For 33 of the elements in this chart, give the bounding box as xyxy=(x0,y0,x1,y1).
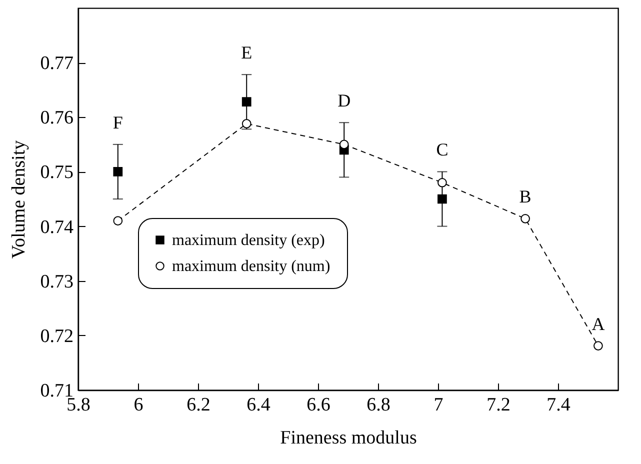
point xyxy=(438,178,447,188)
y-tick-label: 0.72 xyxy=(40,326,74,347)
y-tick-label: 0.77 xyxy=(40,53,74,74)
point xyxy=(242,119,252,128)
x-tick-label: 6.4 xyxy=(246,394,271,416)
x-tick-label: 6.2 xyxy=(186,394,210,416)
y-tick-label: 0.73 xyxy=(40,271,74,292)
legend-label: maximum density (exp) xyxy=(172,232,325,249)
point xyxy=(438,194,447,204)
point xyxy=(594,341,603,350)
point xyxy=(113,167,123,176)
point xyxy=(339,140,349,150)
y-tick-label: 0.74 xyxy=(40,216,74,238)
x-tick-label: 7.2 xyxy=(486,394,510,416)
point xyxy=(242,97,252,107)
x-tick-label: 6 xyxy=(134,394,144,416)
y-tick-label: 0.75 xyxy=(40,162,74,184)
point xyxy=(113,216,123,226)
annotation: D xyxy=(338,90,351,111)
y-tick-label: 0.76 xyxy=(40,108,74,129)
x-axis-title: Fineness modulus xyxy=(280,428,417,448)
annotation: C xyxy=(436,140,448,160)
x-tick-label: 7 xyxy=(434,394,444,416)
x-tick-label: 6.8 xyxy=(366,394,390,416)
legend-label: maximum density (num) xyxy=(172,258,330,275)
annotation: B xyxy=(519,186,532,207)
annotation: F xyxy=(112,112,123,132)
annotation: E xyxy=(241,42,252,63)
y-axis-title: Volume density xyxy=(8,140,30,259)
x-tick-label: 6.6 xyxy=(306,394,330,416)
point xyxy=(520,214,530,224)
annotation: A xyxy=(592,314,605,334)
x-tick-label: 7.4 xyxy=(546,394,571,416)
